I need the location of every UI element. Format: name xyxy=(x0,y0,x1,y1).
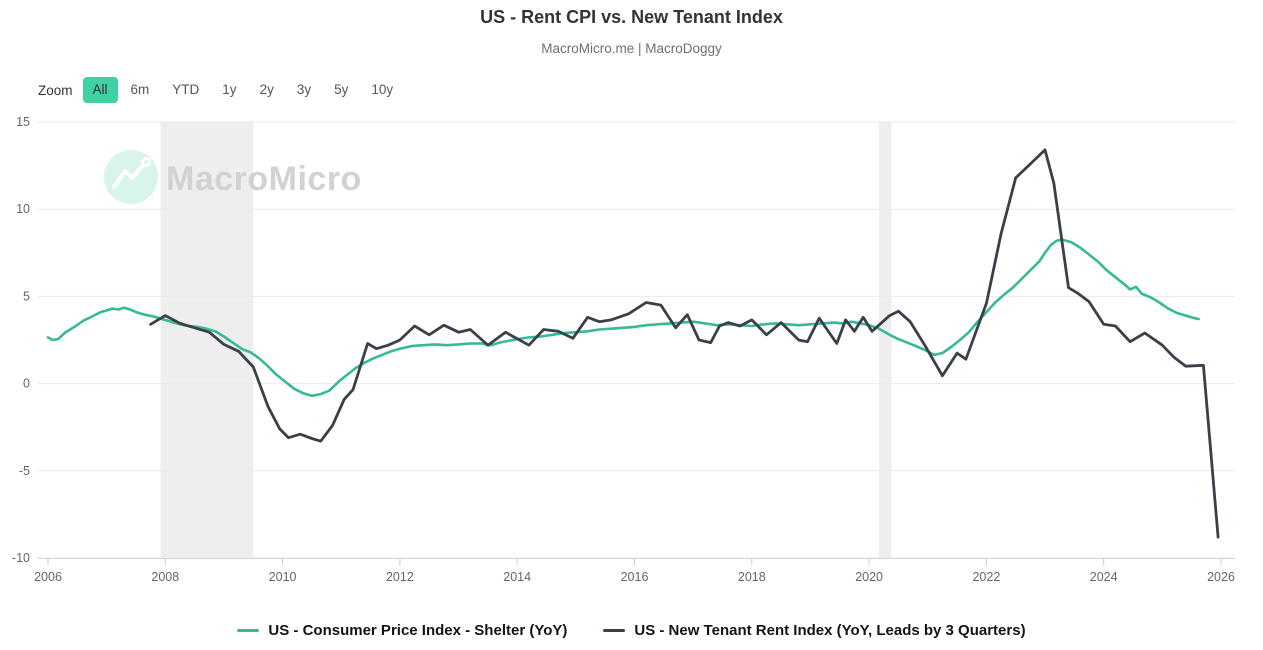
x-axis-label: 2022 xyxy=(972,570,1000,584)
x-axis-label: 2006 xyxy=(34,570,62,584)
legend-swatch xyxy=(237,629,260,632)
recession-band xyxy=(879,122,892,558)
zoom-range-10y[interactable]: 10y xyxy=(361,77,403,103)
recession-band xyxy=(160,122,254,558)
x-axis-label: 2014 xyxy=(503,570,531,584)
chart-plot-area[interactable]: MacroMicro 2006 2008 2010 2012 2014 2016 2018 20… xyxy=(0,0,1263,600)
x-axis-label: 2024 xyxy=(1090,570,1118,584)
zoom-range-all[interactable]: All xyxy=(82,77,118,103)
legend-item-new-tenant[interactable]: US - New Tenant Rent Index (YoY, Leads b… xyxy=(603,622,1026,639)
y-axis-label: 0 xyxy=(23,377,30,391)
new-tenant-line[interactable] xyxy=(149,148,1220,539)
y-axis-label: 10 xyxy=(16,202,30,216)
watermark-text: MacroMicro xyxy=(166,160,362,198)
logo-dot-icon xyxy=(141,157,151,167)
legend-item-cpi-shelter[interactable]: US - Consumer Price Index - Shelter (YoY… xyxy=(237,622,567,639)
legend-label: US - Consumer Price Index - Shelter (YoY… xyxy=(268,622,568,639)
page-title: US - Rent CPI vs. New Tenant Index xyxy=(480,7,783,27)
range-toolbar: Zoom All 6m YTD 1y 2y 3y 5y 10y xyxy=(38,77,403,103)
zoom-range-ytd[interactable]: YTD xyxy=(162,77,209,103)
x-axis-label: 2010 xyxy=(269,570,297,584)
cpi-shelter-line[interactable] xyxy=(46,238,1200,398)
y-axis-label: -5 xyxy=(19,464,30,478)
chart-legend: US - Consumer Price Index - Shelter (YoY… xyxy=(0,622,1263,639)
legend-label: US - New Tenant Rent Index (YoY, Leads b… xyxy=(634,622,1026,639)
x-axis-label: 2020 xyxy=(855,570,883,584)
y-axis-label: 5 xyxy=(23,289,30,303)
zoom-range-6m[interactable]: 6m xyxy=(121,77,160,103)
x-axis-label: 2016 xyxy=(621,570,649,584)
legend-swatch xyxy=(603,629,626,632)
zoom-range-2y[interactable]: 2y xyxy=(250,77,284,103)
x-axis-label: 2008 xyxy=(151,570,179,584)
x-axis-label: 2012 xyxy=(386,570,414,584)
zoom-label: Zoom xyxy=(38,82,73,98)
zoom-range-1y[interactable]: 1y xyxy=(212,77,246,103)
x-axis-label: 2018 xyxy=(738,570,766,584)
zoom-range-5y[interactable]: 5y xyxy=(324,77,358,103)
x-axis-label: 2026 xyxy=(1207,570,1235,584)
page-subtitle: MacroMicro.me | MacroDoggy xyxy=(541,41,722,56)
logo-zigzag-icon xyxy=(112,163,145,189)
y-axis-label: -10 xyxy=(12,551,30,565)
y-axis-label: 15 xyxy=(16,115,30,129)
zoom-range-3y[interactable]: 3y xyxy=(287,77,321,103)
zoom-range-buttons: All 6m YTD 1y 2y 3y 5y 10y xyxy=(82,77,404,103)
